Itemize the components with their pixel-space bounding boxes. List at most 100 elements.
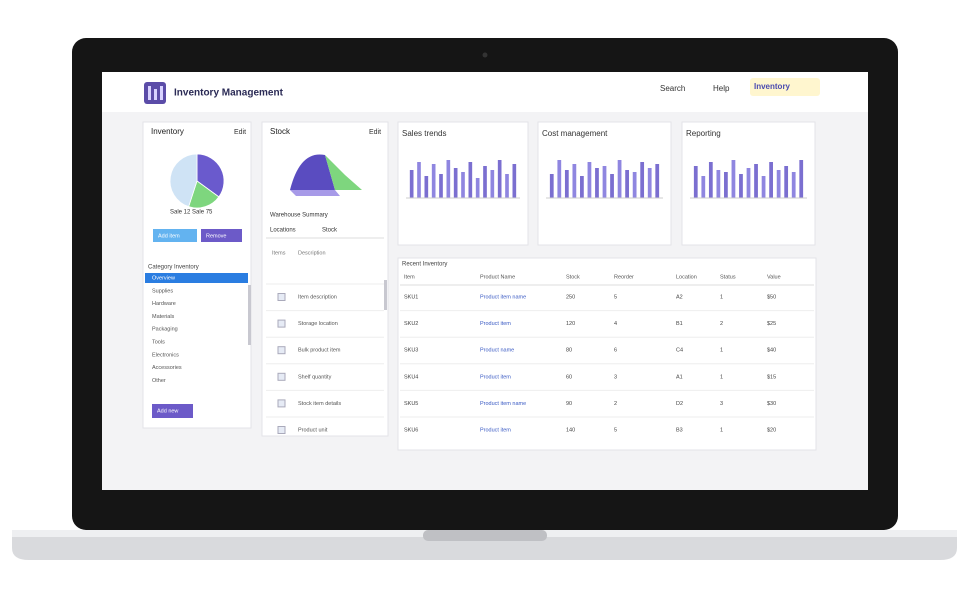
- nav-link[interactable]: Search: [660, 84, 685, 93]
- panel-action[interactable]: Edit: [234, 129, 246, 136]
- bar: [776, 170, 781, 198]
- logo-mark: [148, 86, 151, 100]
- list-item[interactable]: Tools: [152, 339, 165, 345]
- table-cell: A1: [676, 374, 683, 380]
- table-cell: $25: [767, 321, 776, 327]
- table-cell[interactable]: Product item name: [480, 294, 526, 300]
- bar: [610, 174, 614, 198]
- checkbox[interactable]: [277, 346, 286, 355]
- bar: [632, 172, 637, 198]
- button[interactable]: [152, 404, 193, 418]
- bar: [746, 168, 751, 198]
- table-cell: A2: [676, 294, 683, 300]
- bar: [409, 170, 414, 198]
- table-cell: B3: [676, 427, 683, 433]
- button-label[interactable]: Add new: [157, 408, 178, 414]
- base-notch: [423, 530, 547, 541]
- bar: [655, 164, 660, 198]
- table-cell: 1: [720, 294, 723, 300]
- checkbox[interactable]: [277, 293, 286, 301]
- column-header: Value: [767, 274, 781, 280]
- bar: [512, 164, 517, 198]
- list-item[interactable]: Supplies: [152, 288, 173, 294]
- tab[interactable]: Stock: [322, 228, 338, 234]
- table-cell: D2: [676, 401, 683, 407]
- table-cell: SKU1: [404, 294, 418, 300]
- button[interactable]: [153, 229, 197, 242]
- table-cell[interactable]: Product item: [480, 374, 511, 380]
- table-cell: 140: [566, 427, 575, 433]
- list-selected: [145, 273, 248, 283]
- bar: [799, 160, 804, 198]
- button-label[interactable]: Remove: [206, 233, 226, 239]
- table-cell: 90: [566, 401, 572, 407]
- table-cell: 6: [614, 348, 617, 354]
- nav-link[interactable]: Help: [713, 84, 730, 93]
- table-cell: 1: [720, 348, 723, 354]
- table-cell: SKU4: [404, 374, 418, 380]
- badge-text[interactable]: Inventory: [754, 82, 791, 91]
- stock-shape: [325, 155, 362, 190]
- checkbox[interactable]: [277, 372, 286, 381]
- column-header: Status: [720, 274, 736, 280]
- table-cell: 5: [614, 294, 617, 300]
- bar: [617, 160, 622, 198]
- bar: [483, 166, 487, 198]
- list-item[interactable]: Overview: [152, 275, 175, 281]
- list-item[interactable]: Accessories: [152, 365, 182, 371]
- table-cell: 2: [720, 321, 723, 327]
- checkbox[interactable]: [277, 399, 286, 408]
- table-cell: 120: [566, 321, 575, 327]
- chart-title: Reporting: [686, 129, 721, 138]
- checkbox[interactable]: [277, 319, 286, 328]
- camera: [482, 52, 488, 58]
- bar: [739, 174, 743, 198]
- list-item[interactable]: Electronics: [152, 352, 179, 358]
- bar: [461, 172, 465, 198]
- bar: [572, 164, 577, 198]
- bar: [490, 170, 495, 198]
- column-header: Reorder: [614, 274, 634, 280]
- panel-action[interactable]: Edit: [369, 129, 381, 136]
- bar: [716, 170, 721, 198]
- row-text: Item description: [298, 294, 337, 300]
- list-item[interactable]: Other: [152, 378, 166, 384]
- list-item[interactable]: Hardware: [152, 301, 176, 307]
- table-cell: B1: [676, 321, 683, 327]
- table-cell: 60: [566, 374, 572, 380]
- list-item[interactable]: Packaging: [152, 327, 178, 333]
- panel-title: Inventory: [151, 127, 184, 136]
- bar: [701, 176, 706, 198]
- table-cell[interactable]: Product item: [480, 321, 511, 327]
- row-text: Stock item details: [298, 401, 341, 407]
- bar: [417, 162, 421, 198]
- table-cell[interactable]: Product item name: [480, 401, 526, 407]
- column-header: Stock: [566, 274, 580, 280]
- bar: [580, 176, 584, 198]
- bar: [497, 160, 502, 198]
- bar: [468, 162, 473, 198]
- button-label[interactable]: Add item: [158, 233, 180, 239]
- list-item[interactable]: Materials: [152, 314, 175, 320]
- table-cell[interactable]: Product item: [480, 427, 511, 433]
- bar: [791, 172, 796, 198]
- bar: [549, 174, 554, 198]
- bar: [754, 164, 758, 198]
- table-cell: 80: [566, 348, 572, 354]
- bar: [557, 160, 562, 198]
- bar: [647, 168, 652, 198]
- stock-shape: [290, 190, 340, 196]
- bar: [784, 166, 789, 198]
- checkbox[interactable]: [277, 426, 286, 434]
- bar: [761, 176, 766, 198]
- button[interactable]: [201, 229, 242, 242]
- panel-title: Stock: [270, 127, 291, 136]
- tab[interactable]: Locations: [270, 228, 296, 234]
- bar: [731, 160, 736, 198]
- table-cell[interactable]: Product name: [480, 348, 514, 354]
- table-cell: $20: [767, 427, 776, 433]
- badge: [750, 78, 820, 96]
- row-text: Bulk product item: [298, 348, 341, 354]
